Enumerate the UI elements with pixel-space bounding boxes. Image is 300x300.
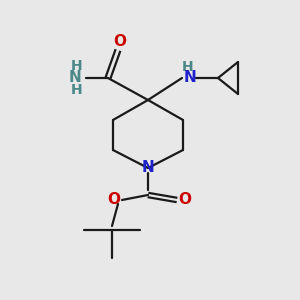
- Text: N: N: [184, 70, 196, 86]
- Text: N: N: [69, 70, 81, 86]
- Text: O: O: [178, 193, 191, 208]
- Text: O: O: [113, 34, 127, 49]
- Text: H: H: [71, 83, 83, 97]
- Text: H: H: [182, 60, 194, 74]
- Text: O: O: [107, 193, 121, 208]
- Text: H: H: [71, 59, 83, 73]
- Text: N: N: [142, 160, 154, 175]
